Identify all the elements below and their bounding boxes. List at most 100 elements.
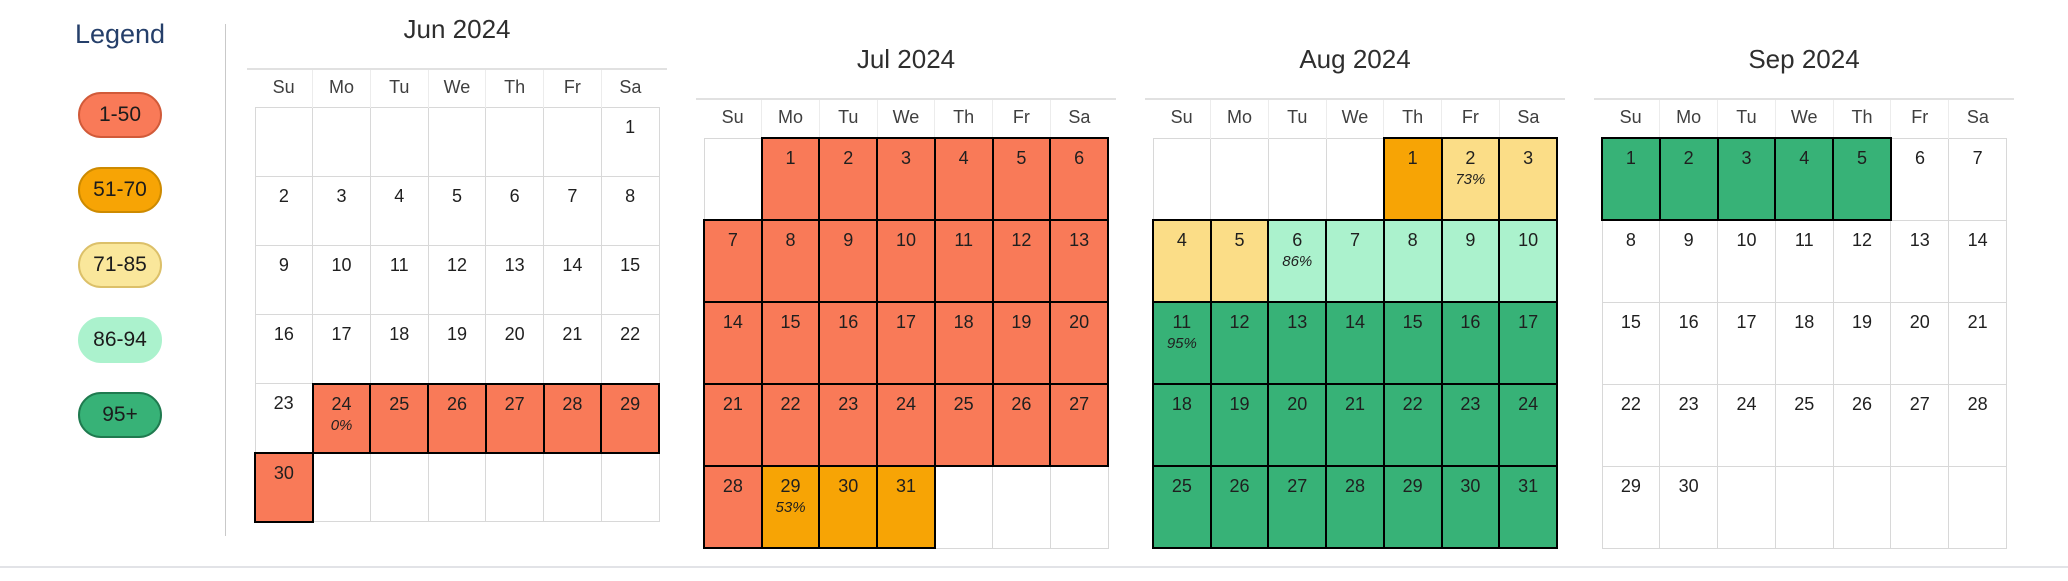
day-cell[interactable]: 1 bbox=[760, 137, 821, 221]
day-cell[interactable]: 10 bbox=[1717, 219, 1776, 303]
day-cell[interactable]: 14 bbox=[543, 245, 602, 315]
day-cell[interactable]: 28 bbox=[1325, 465, 1385, 549]
day-cell[interactable]: 4 bbox=[933, 137, 994, 221]
day-cell[interactable]: 21 bbox=[1948, 301, 2007, 385]
day-cell[interactable]: 19 bbox=[991, 301, 1052, 385]
day-cell[interactable]: 29 bbox=[1382, 465, 1443, 549]
day-cell[interactable]: 4 bbox=[369, 176, 429, 246]
day-cell[interactable]: 28 bbox=[703, 465, 763, 549]
day-cell[interactable]: 6 bbox=[1890, 137, 1950, 221]
day-cell[interactable]: 6 bbox=[485, 176, 545, 246]
day-cell[interactable]: 10 bbox=[1498, 219, 1558, 303]
day-cell[interactable]: 3 bbox=[1716, 137, 1777, 221]
day-cell[interactable]: 20 bbox=[485, 314, 545, 384]
day-cell[interactable]: 9 bbox=[254, 245, 314, 315]
day-cell[interactable]: 10 bbox=[876, 219, 936, 303]
day-cell[interactable]: 16 bbox=[818, 301, 879, 385]
day-cell[interactable]: 7 bbox=[1325, 219, 1385, 303]
day-cell[interactable]: 22 bbox=[1382, 383, 1443, 467]
day-cell[interactable]: 14 bbox=[1325, 301, 1385, 385]
day-cell[interactable]: 24 bbox=[1498, 383, 1558, 467]
day-cell[interactable]: 13 bbox=[485, 245, 545, 315]
day-cell[interactable]: 24 bbox=[1717, 383, 1776, 467]
day-cell[interactable]: 14 bbox=[703, 301, 763, 385]
day-cell[interactable]: 17 bbox=[1717, 301, 1776, 385]
day-cell[interactable]: 7 bbox=[703, 219, 763, 303]
day-cell[interactable]: 6 86% bbox=[1267, 219, 1328, 303]
day-cell[interactable]: 9 bbox=[1440, 219, 1501, 303]
day-cell[interactable]: 25 bbox=[369, 382, 430, 454]
day-cell[interactable]: 25 bbox=[933, 383, 994, 467]
day-cell[interactable]: 8 bbox=[1601, 219, 1661, 303]
day-cell[interactable]: 8 bbox=[760, 219, 821, 303]
day-cell[interactable]: 26 bbox=[1832, 383, 1892, 467]
day-cell[interactable]: 8 bbox=[1382, 219, 1443, 303]
day-cell[interactable]: 23 bbox=[1659, 383, 1719, 467]
day-cell[interactable]: 27 bbox=[1890, 383, 1950, 467]
day-cell[interactable]: 3 bbox=[1498, 137, 1558, 221]
day-cell[interactable]: 11 bbox=[369, 245, 429, 315]
day-cell[interactable]: 16 bbox=[254, 314, 314, 384]
day-cell[interactable]: 16 bbox=[1659, 301, 1719, 385]
day-cell[interactable]: 22 bbox=[760, 383, 821, 467]
day-cell[interactable]: 30 bbox=[1440, 465, 1501, 549]
day-cell[interactable]: 30 bbox=[254, 451, 314, 523]
day-cell[interactable]: 29 53% bbox=[760, 465, 821, 549]
day-cell[interactable]: 8 bbox=[600, 176, 660, 246]
day-cell[interactable]: 30 bbox=[1659, 465, 1719, 549]
day-cell[interactable]: 15 bbox=[600, 245, 660, 315]
day-cell[interactable]: 23 bbox=[254, 383, 314, 453]
day-cell[interactable]: 12 bbox=[1832, 219, 1892, 303]
day-cell[interactable]: 31 bbox=[1498, 465, 1558, 549]
day-cell[interactable]: 23 bbox=[818, 383, 879, 467]
day-cell[interactable]: 10 bbox=[312, 245, 371, 315]
day-cell[interactable]: 13 bbox=[1267, 301, 1328, 385]
day-cell[interactable]: 23 bbox=[1440, 383, 1501, 467]
day-cell[interactable]: 17 bbox=[1498, 301, 1558, 385]
day-cell[interactable]: 1 bbox=[600, 107, 660, 177]
day-cell[interactable]: 17 bbox=[312, 314, 371, 384]
day-cell[interactable]: 21 bbox=[543, 314, 602, 384]
day-cell[interactable]: 12 bbox=[991, 219, 1052, 303]
day-cell[interactable]: 20 bbox=[1267, 383, 1328, 467]
day-cell[interactable]: 31 bbox=[876, 465, 936, 549]
day-cell[interactable]: 1 bbox=[1382, 137, 1443, 221]
day-cell[interactable]: 16 bbox=[1440, 301, 1501, 385]
day-cell[interactable]: 4 bbox=[1774, 137, 1835, 221]
day-cell[interactable]: 5 bbox=[1832, 137, 1892, 221]
day-cell[interactable]: 27 bbox=[1267, 465, 1328, 549]
day-cell[interactable]: 12 bbox=[427, 245, 487, 315]
day-cell[interactable]: 11 95% bbox=[1152, 301, 1212, 385]
day-cell[interactable]: 11 bbox=[933, 219, 994, 303]
day-cell[interactable]: 20 bbox=[1890, 301, 1950, 385]
day-cell[interactable]: 9 bbox=[818, 219, 879, 303]
day-cell[interactable]: 30 bbox=[818, 465, 879, 549]
day-cell[interactable]: 24 bbox=[876, 383, 936, 467]
day-cell[interactable]: 26 bbox=[1209, 465, 1270, 549]
day-cell[interactable]: 26 bbox=[991, 383, 1052, 467]
day-cell[interactable]: 25 bbox=[1774, 383, 1834, 467]
day-cell[interactable]: 22 bbox=[600, 314, 660, 384]
day-cell[interactable]: 4 bbox=[1152, 219, 1212, 303]
day-cell[interactable]: 9 bbox=[1659, 219, 1719, 303]
day-cell[interactable]: 22 bbox=[1601, 383, 1661, 467]
day-cell[interactable]: 5 bbox=[427, 176, 487, 246]
day-cell[interactable]: 2 bbox=[254, 176, 314, 246]
day-cell[interactable]: 2 73% bbox=[1440, 137, 1501, 221]
day-cell[interactable]: 28 bbox=[1948, 383, 2007, 467]
day-cell[interactable]: 18 bbox=[933, 301, 994, 385]
day-cell[interactable]: 25 bbox=[1152, 465, 1212, 549]
day-cell[interactable]: 3 bbox=[312, 176, 371, 246]
day-cell[interactable]: 18 bbox=[1774, 301, 1834, 385]
day-cell[interactable]: 11 bbox=[1774, 219, 1834, 303]
day-cell[interactable]: 13 bbox=[1049, 219, 1109, 303]
day-cell[interactable]: 29 bbox=[600, 382, 660, 454]
day-cell[interactable]: 2 bbox=[1658, 137, 1719, 221]
day-cell[interactable]: 5 bbox=[991, 137, 1052, 221]
day-cell[interactable]: 19 bbox=[427, 314, 487, 384]
day-cell[interactable]: 7 bbox=[1948, 137, 2007, 221]
day-cell[interactable]: 17 bbox=[876, 301, 936, 385]
day-cell[interactable]: 18 bbox=[1152, 383, 1212, 467]
day-cell[interactable]: 21 bbox=[703, 383, 763, 467]
day-cell[interactable]: 2 bbox=[818, 137, 879, 221]
